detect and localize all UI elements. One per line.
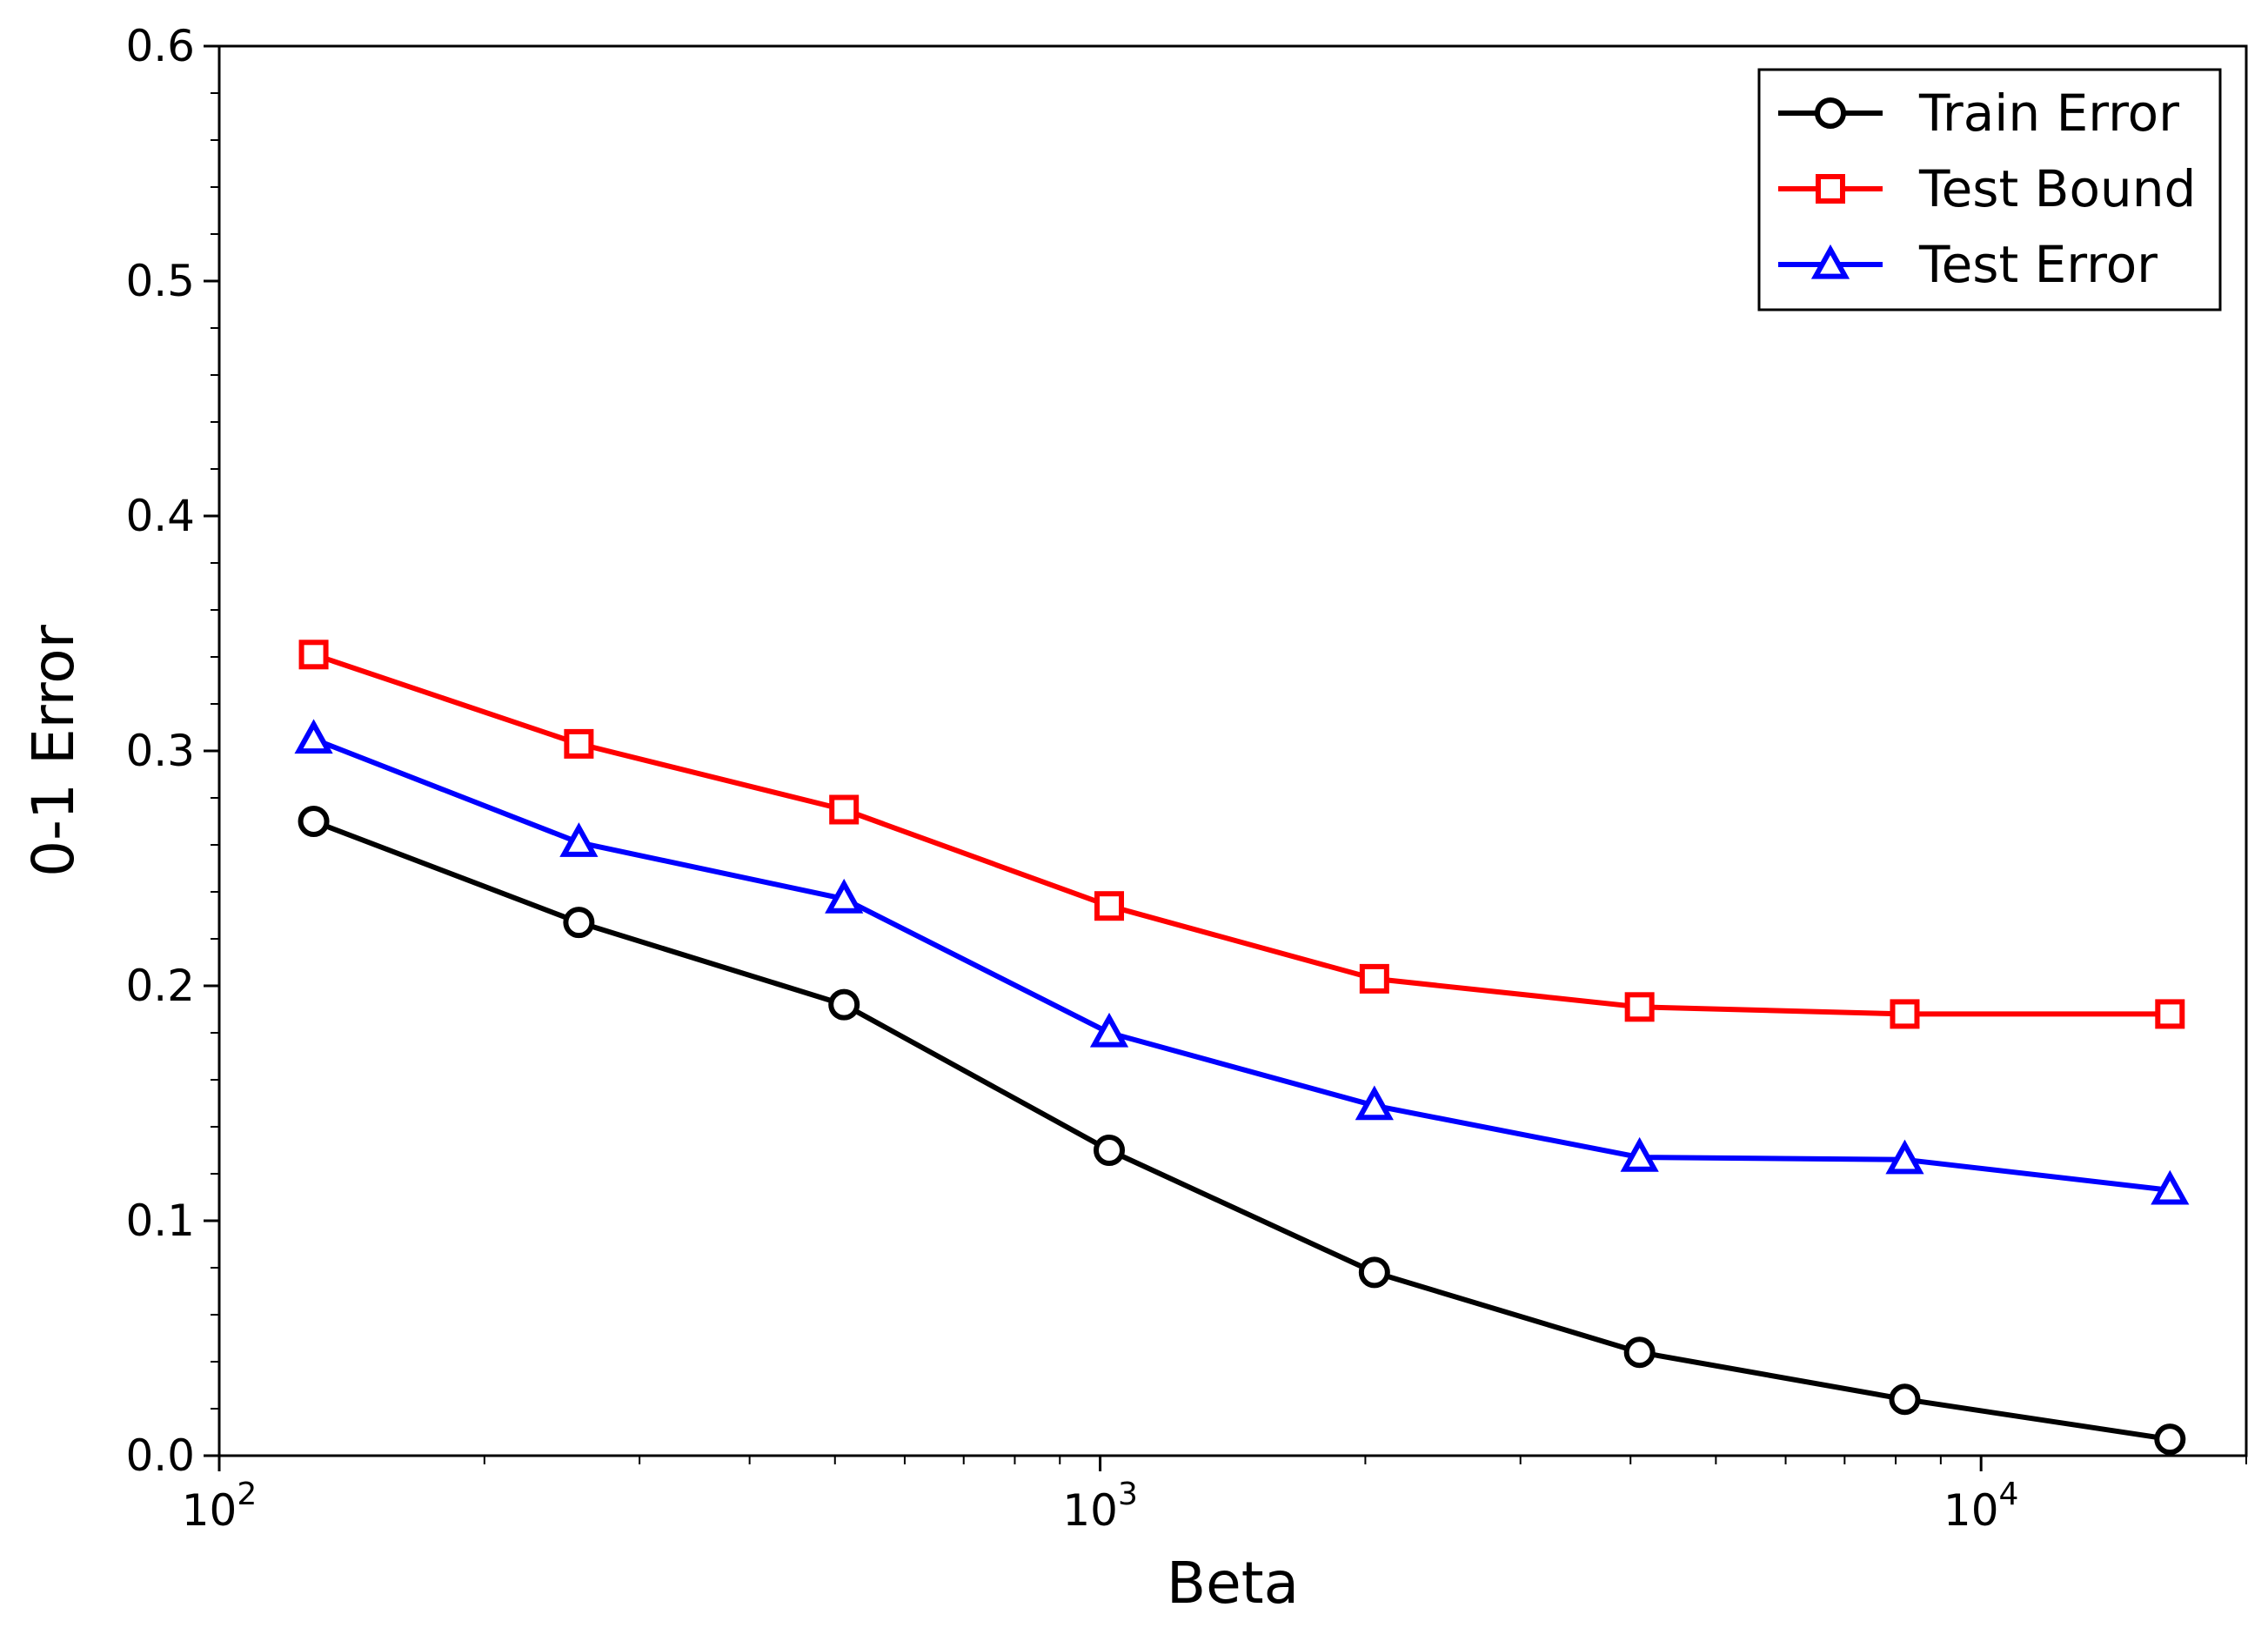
legend-marker bbox=[1816, 174, 1845, 204]
train-error-point bbox=[1623, 1336, 1656, 1369]
test-error-point bbox=[2151, 1169, 2190, 1205]
series-test-error bbox=[294, 719, 2190, 1205]
test-bound-point bbox=[298, 640, 329, 670]
legend-label: Train Error bbox=[1918, 84, 2179, 143]
train-error-line bbox=[312, 819, 2171, 1443]
legend-label: Test Error bbox=[1918, 235, 2158, 294]
x-tick-exponent: 2 bbox=[237, 1477, 257, 1512]
legend: Train Error Test Bound Test Error bbox=[1757, 68, 2222, 311]
legend-label: Test Bound bbox=[1918, 159, 2196, 218]
y-axis-label: 0-1 Error bbox=[20, 624, 87, 877]
train-error-point bbox=[1889, 1383, 1921, 1416]
x-tick-label: 103 bbox=[1062, 1477, 1138, 1536]
test-error-point bbox=[294, 719, 333, 754]
legend-entry-test-error: Test Error bbox=[1778, 235, 2158, 294]
train-error-point bbox=[1358, 1256, 1390, 1289]
y-tick-label: 0.1 bbox=[125, 1196, 195, 1246]
test-bound-point bbox=[1890, 999, 1920, 1029]
series-layer bbox=[294, 640, 2190, 1456]
x-tick-exponent: 4 bbox=[1999, 1477, 2019, 1512]
test-bound-point bbox=[2155, 999, 2185, 1029]
y-tick-label: 0.6 bbox=[125, 21, 195, 71]
plot-frame bbox=[217, 44, 2248, 1457]
test-error-point bbox=[1089, 1012, 1129, 1048]
test-bound-point bbox=[1359, 963, 1389, 994]
test-bound-point bbox=[1094, 891, 1125, 921]
train-error-point bbox=[2154, 1423, 2186, 1456]
legend-entry-test-bound: Test Bound bbox=[1778, 159, 2196, 218]
test-bound-line bbox=[312, 652, 2171, 1017]
test-error-point bbox=[559, 822, 599, 857]
train-error-point bbox=[298, 806, 330, 837]
x-axis-label: Beta bbox=[1167, 1550, 1299, 1617]
test-error-point bbox=[825, 878, 864, 914]
test-bound-point bbox=[1624, 992, 1655, 1022]
test-error-point bbox=[1355, 1085, 1394, 1121]
series-train-error bbox=[298, 806, 2186, 1456]
test-error-point bbox=[1885, 1139, 1924, 1175]
train-error-point bbox=[563, 907, 595, 939]
train-error-point bbox=[1094, 1135, 1126, 1166]
test-error-point bbox=[1620, 1136, 1659, 1172]
test-bound-point bbox=[564, 728, 594, 759]
x-tick-label: 104 bbox=[1944, 1477, 2019, 1536]
legend-marker bbox=[1810, 244, 1850, 279]
x-tick-label: 102 bbox=[182, 1477, 258, 1536]
train-error-point bbox=[828, 988, 860, 1021]
legend-marker bbox=[1815, 97, 1846, 129]
y-tick-label: 0.5 bbox=[125, 256, 195, 306]
legend-entry-train-error: Train Error bbox=[1778, 84, 2179, 143]
axis-ticks-layer: 0.0 0.1 0.2 0.3 0.4 0.5 0.6 102 103 104 bbox=[125, 21, 2247, 1536]
x-tick-exponent: 3 bbox=[1118, 1477, 1138, 1512]
y-tick-label: 0.0 bbox=[125, 1430, 195, 1481]
y-tick-label: 0.3 bbox=[125, 726, 195, 776]
y-tick-label: 0.2 bbox=[125, 961, 195, 1011]
series-test-bound bbox=[298, 640, 2185, 1029]
test-error-line bbox=[312, 736, 2171, 1193]
y-tick-label: 0.4 bbox=[125, 491, 195, 541]
test-bound-point bbox=[829, 794, 860, 825]
